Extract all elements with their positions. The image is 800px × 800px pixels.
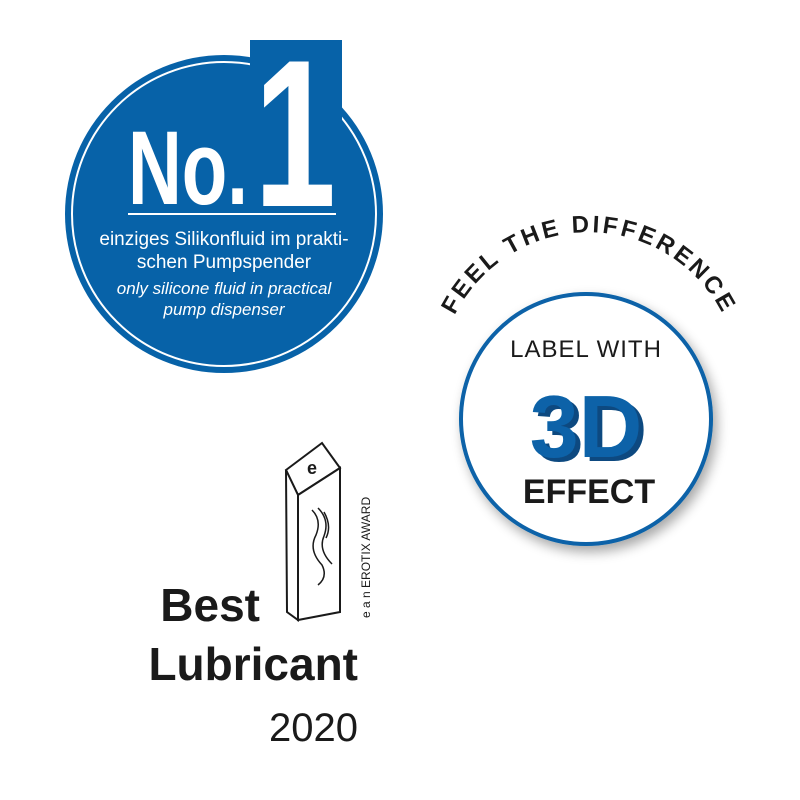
no1-english-line1: only silicone fluid in practical <box>117 279 333 298</box>
award: e e a n EROTIX AWARD Best Lubricant 2020 <box>148 441 373 750</box>
3d-line3: EFFECT <box>523 473 655 511</box>
3d-circle <box>459 292 713 546</box>
no1-badge: No. 1 einziges Silikonfluid im prakti- s… <box>65 16 383 373</box>
award-title-line1: Best <box>160 579 260 631</box>
no1-number-one: 1 <box>254 16 336 251</box>
no1-german-line1: einziges Silikonfluid im prakti- <box>99 229 348 250</box>
award-title-line2: Lubricant <box>148 638 358 690</box>
no1-english-line2: pump dispenser <box>163 300 286 319</box>
no1-number-backing <box>250 40 342 206</box>
no1-divider <box>128 213 336 215</box>
trophy-icon <box>284 441 342 622</box>
3d-big: 3D <box>530 377 643 476</box>
no1-headline-no: No. <box>128 110 248 227</box>
trophy-letter: e <box>307 458 317 478</box>
award-vertical-text: e a n EROTIX AWARD <box>359 497 373 618</box>
3d-badge: FEEL THE DIFFERENCE LABEL WITH 3D EFFECT <box>436 211 739 546</box>
3d-line1: LABEL WITH <box>510 336 662 363</box>
award-year: 2020 <box>269 706 358 750</box>
no1-german-line2: schen Pumpspender <box>137 252 312 273</box>
no1-inner-ring <box>71 61 377 367</box>
